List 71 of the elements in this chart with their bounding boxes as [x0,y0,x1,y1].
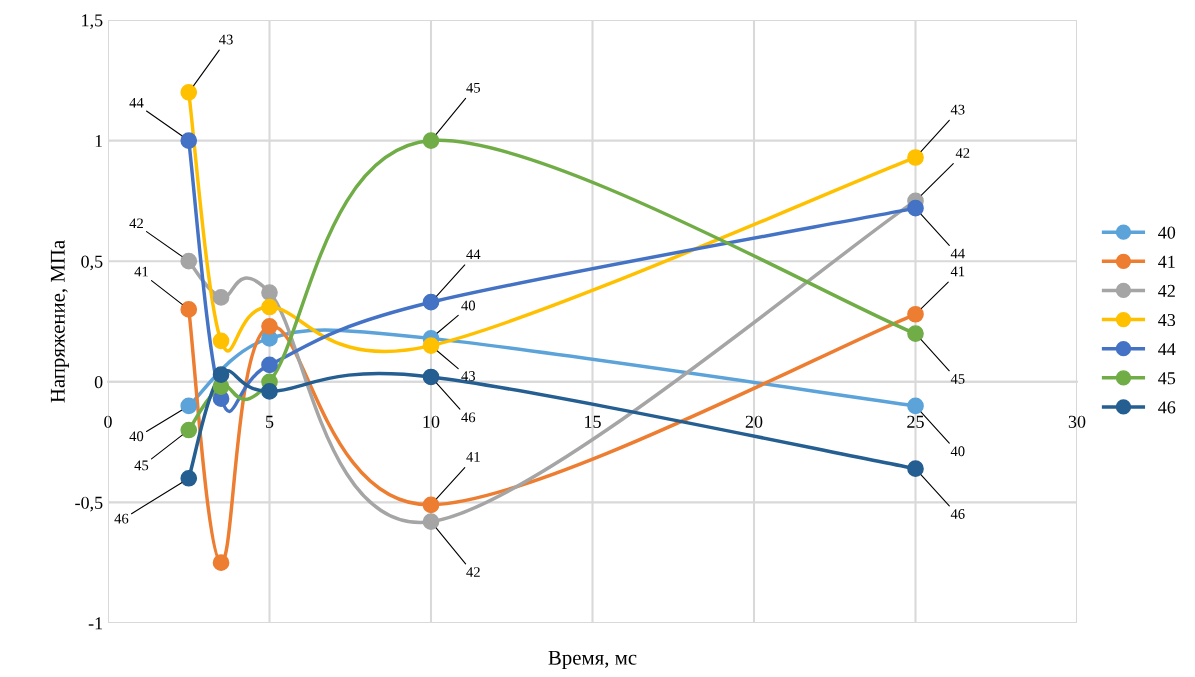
point [212,554,230,572]
annotation: 41 [466,452,480,462]
point [212,366,230,383]
y-tick-label: 1,5 [82,14,103,30]
x-tick-label: 20 [745,415,763,428]
point [422,132,440,149]
x-tick-label: 0 [104,415,112,428]
y-tick-label: 0 [94,376,103,389]
annotation: 44 [466,249,481,260]
annotation: 46 [950,509,965,519]
legend-label: 44 [1158,343,1176,356]
annotation: 44 [950,248,965,259]
annotation: 40 [461,300,476,311]
point [261,284,278,301]
x-tick-label: 30 [1068,415,1086,428]
point [212,289,230,306]
point [422,337,440,354]
annotation: 42 [466,567,480,577]
annotation: 40 [950,446,965,457]
point [261,356,278,374]
annotation: 46 [114,513,129,524]
legend-label: 40 [1158,226,1176,239]
x-tick-label: 5 [266,415,274,428]
point [180,132,198,149]
legend-label: 42 [1158,284,1175,297]
annotation: 40 [129,431,144,442]
point [907,397,924,415]
y-tick-label: -1 [88,617,103,630]
point [180,397,198,415]
point [907,199,924,217]
point [261,383,278,400]
point [180,252,198,270]
point [422,496,440,514]
y-tick-label: 1 [95,134,103,147]
x-tick-label: 25 [907,415,924,428]
point [422,513,440,531]
y-axis-title: Напряжение, МПа [50,240,69,403]
legend-label: 43 [1158,313,1176,327]
x-tick-label: 10 [423,415,440,428]
annotation: 43 [950,104,965,115]
point [907,460,924,477]
legend-label: 41 [1158,255,1175,268]
point [907,325,924,342]
annotation: 45 [134,460,149,471]
annotation: 45 [950,374,965,384]
annotation: 42 [129,218,143,229]
point [422,293,440,311]
point [212,332,230,350]
annotation: 44 [129,97,144,108]
annotation: 41 [134,266,148,277]
point [261,298,278,316]
legend-label: 46 [1158,401,1176,414]
x-axis-title: Время, мс [548,650,637,670]
point [180,84,198,101]
point [907,149,924,166]
annotation: 46 [461,412,476,423]
x-tick-label: 15 [585,415,601,428]
y-tick-label: 0,5 [81,255,103,271]
annotation: 42 [955,148,970,158]
point [180,301,198,318]
annotation: 41 [950,266,965,277]
point [261,317,278,335]
y-tick-label: -0,5 [75,496,103,512]
point [907,305,924,323]
annotation: 45 [466,82,481,93]
annotation: 43 [219,34,233,45]
point [422,368,440,386]
point [180,421,198,439]
legend-label: 45 [1158,372,1176,385]
point [180,469,198,487]
annotation: 43 [461,371,476,381]
